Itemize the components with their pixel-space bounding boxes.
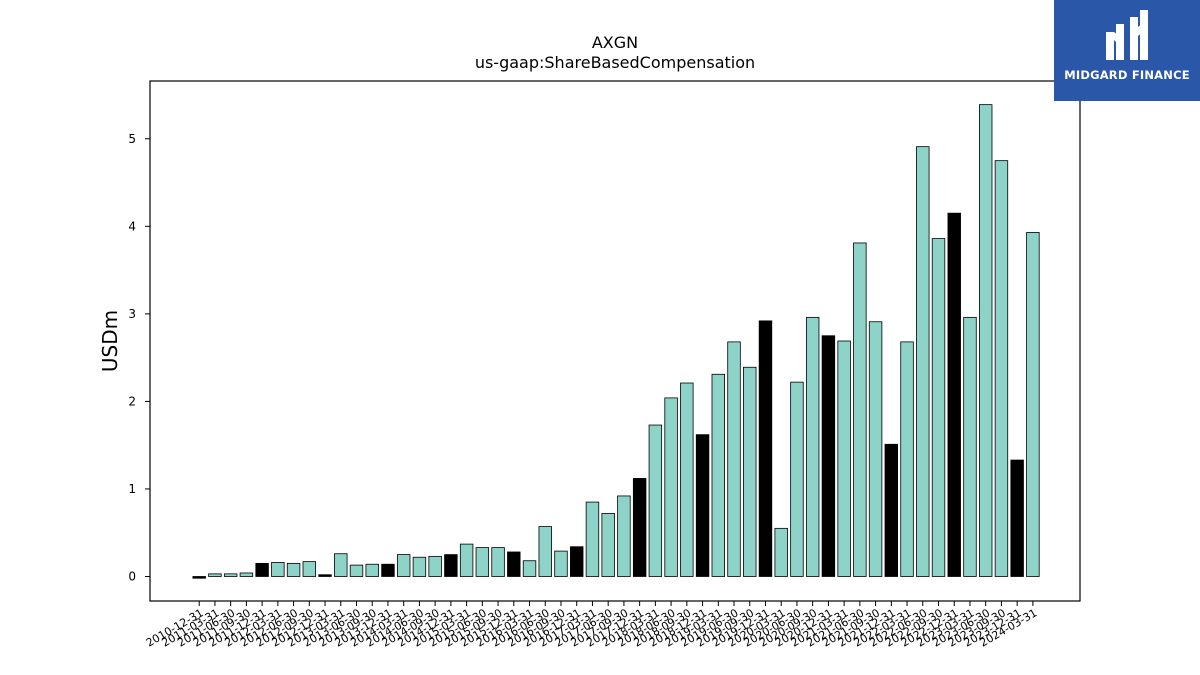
bar bbox=[994, 160, 1009, 577]
y-tick-label: 0 bbox=[128, 569, 136, 583]
bar bbox=[286, 562, 301, 577]
bar-series bbox=[192, 104, 1040, 579]
bar bbox=[208, 573, 222, 577]
bar bbox=[931, 238, 946, 577]
bar bbox=[617, 495, 631, 577]
bar bbox=[821, 335, 836, 577]
bar bbox=[334, 553, 348, 577]
bar bbox=[805, 316, 820, 577]
bar bbox=[711, 373, 725, 577]
bar bbox=[947, 212, 961, 577]
bar bbox=[963, 316, 977, 577]
bar bbox=[522, 560, 537, 577]
bar bbox=[255, 562, 269, 577]
bar bbox=[538, 526, 552, 577]
bar bbox=[192, 576, 206, 579]
bar bbox=[868, 321, 883, 577]
midgard-logo-icon bbox=[1106, 10, 1148, 60]
bar bbox=[491, 547, 505, 577]
bar bbox=[318, 574, 332, 577]
bar bbox=[271, 562, 285, 577]
bar bbox=[853, 242, 867, 577]
chart-subtitle: us-gaap:ShareBasedCompensation bbox=[474, 53, 756, 72]
bar bbox=[601, 513, 615, 577]
bar bbox=[664, 397, 678, 577]
bar bbox=[758, 320, 773, 577]
plot-frame bbox=[149, 80, 1081, 602]
y-tick-label: 4 bbox=[128, 219, 136, 233]
bar bbox=[349, 564, 364, 577]
bar bbox=[695, 434, 710, 577]
bar bbox=[1026, 232, 1040, 577]
bar bbox=[790, 381, 804, 577]
bar bbox=[428, 555, 442, 577]
bar bbox=[302, 561, 317, 577]
bar bbox=[884, 443, 899, 577]
y-tick-label: 3 bbox=[128, 307, 136, 321]
brand-logo: MIDGARD FINANCE bbox=[1054, 0, 1200, 101]
x-axis: 2010-12-312011-03-312011-06-302011-09-30… bbox=[144, 601, 1039, 650]
bar bbox=[554, 550, 568, 577]
bar bbox=[916, 146, 930, 577]
bar bbox=[585, 501, 600, 577]
bar bbox=[507, 551, 521, 577]
bar bbox=[743, 366, 757, 577]
bar bbox=[475, 547, 490, 577]
bar bbox=[412, 556, 427, 577]
bar bbox=[648, 424, 663, 577]
bar bbox=[632, 478, 647, 577]
bar bbox=[223, 573, 238, 577]
bar bbox=[381, 563, 395, 577]
bar bbox=[459, 543, 474, 577]
y-tick-label: 5 bbox=[128, 132, 136, 146]
y-tick-label: 2 bbox=[128, 394, 136, 408]
bar bbox=[444, 554, 458, 577]
bar bbox=[727, 341, 741, 577]
bar bbox=[979, 104, 993, 577]
y-tick-label: 1 bbox=[128, 482, 136, 496]
bar bbox=[680, 382, 694, 577]
bar bbox=[365, 563, 379, 577]
brand-name: MIDGARD FINANCE bbox=[1064, 68, 1190, 82]
bar bbox=[1010, 459, 1024, 577]
bar bbox=[396, 554, 411, 577]
chart-title: AXGN bbox=[591, 33, 639, 52]
y-axis-label: USDm bbox=[98, 310, 122, 372]
bar bbox=[837, 340, 851, 577]
y-axis: 0 1 2 3 4 5 bbox=[128, 132, 150, 583]
bar bbox=[774, 527, 788, 577]
bar bbox=[570, 546, 584, 577]
bar bbox=[239, 572, 254, 577]
bar bbox=[900, 341, 914, 577]
